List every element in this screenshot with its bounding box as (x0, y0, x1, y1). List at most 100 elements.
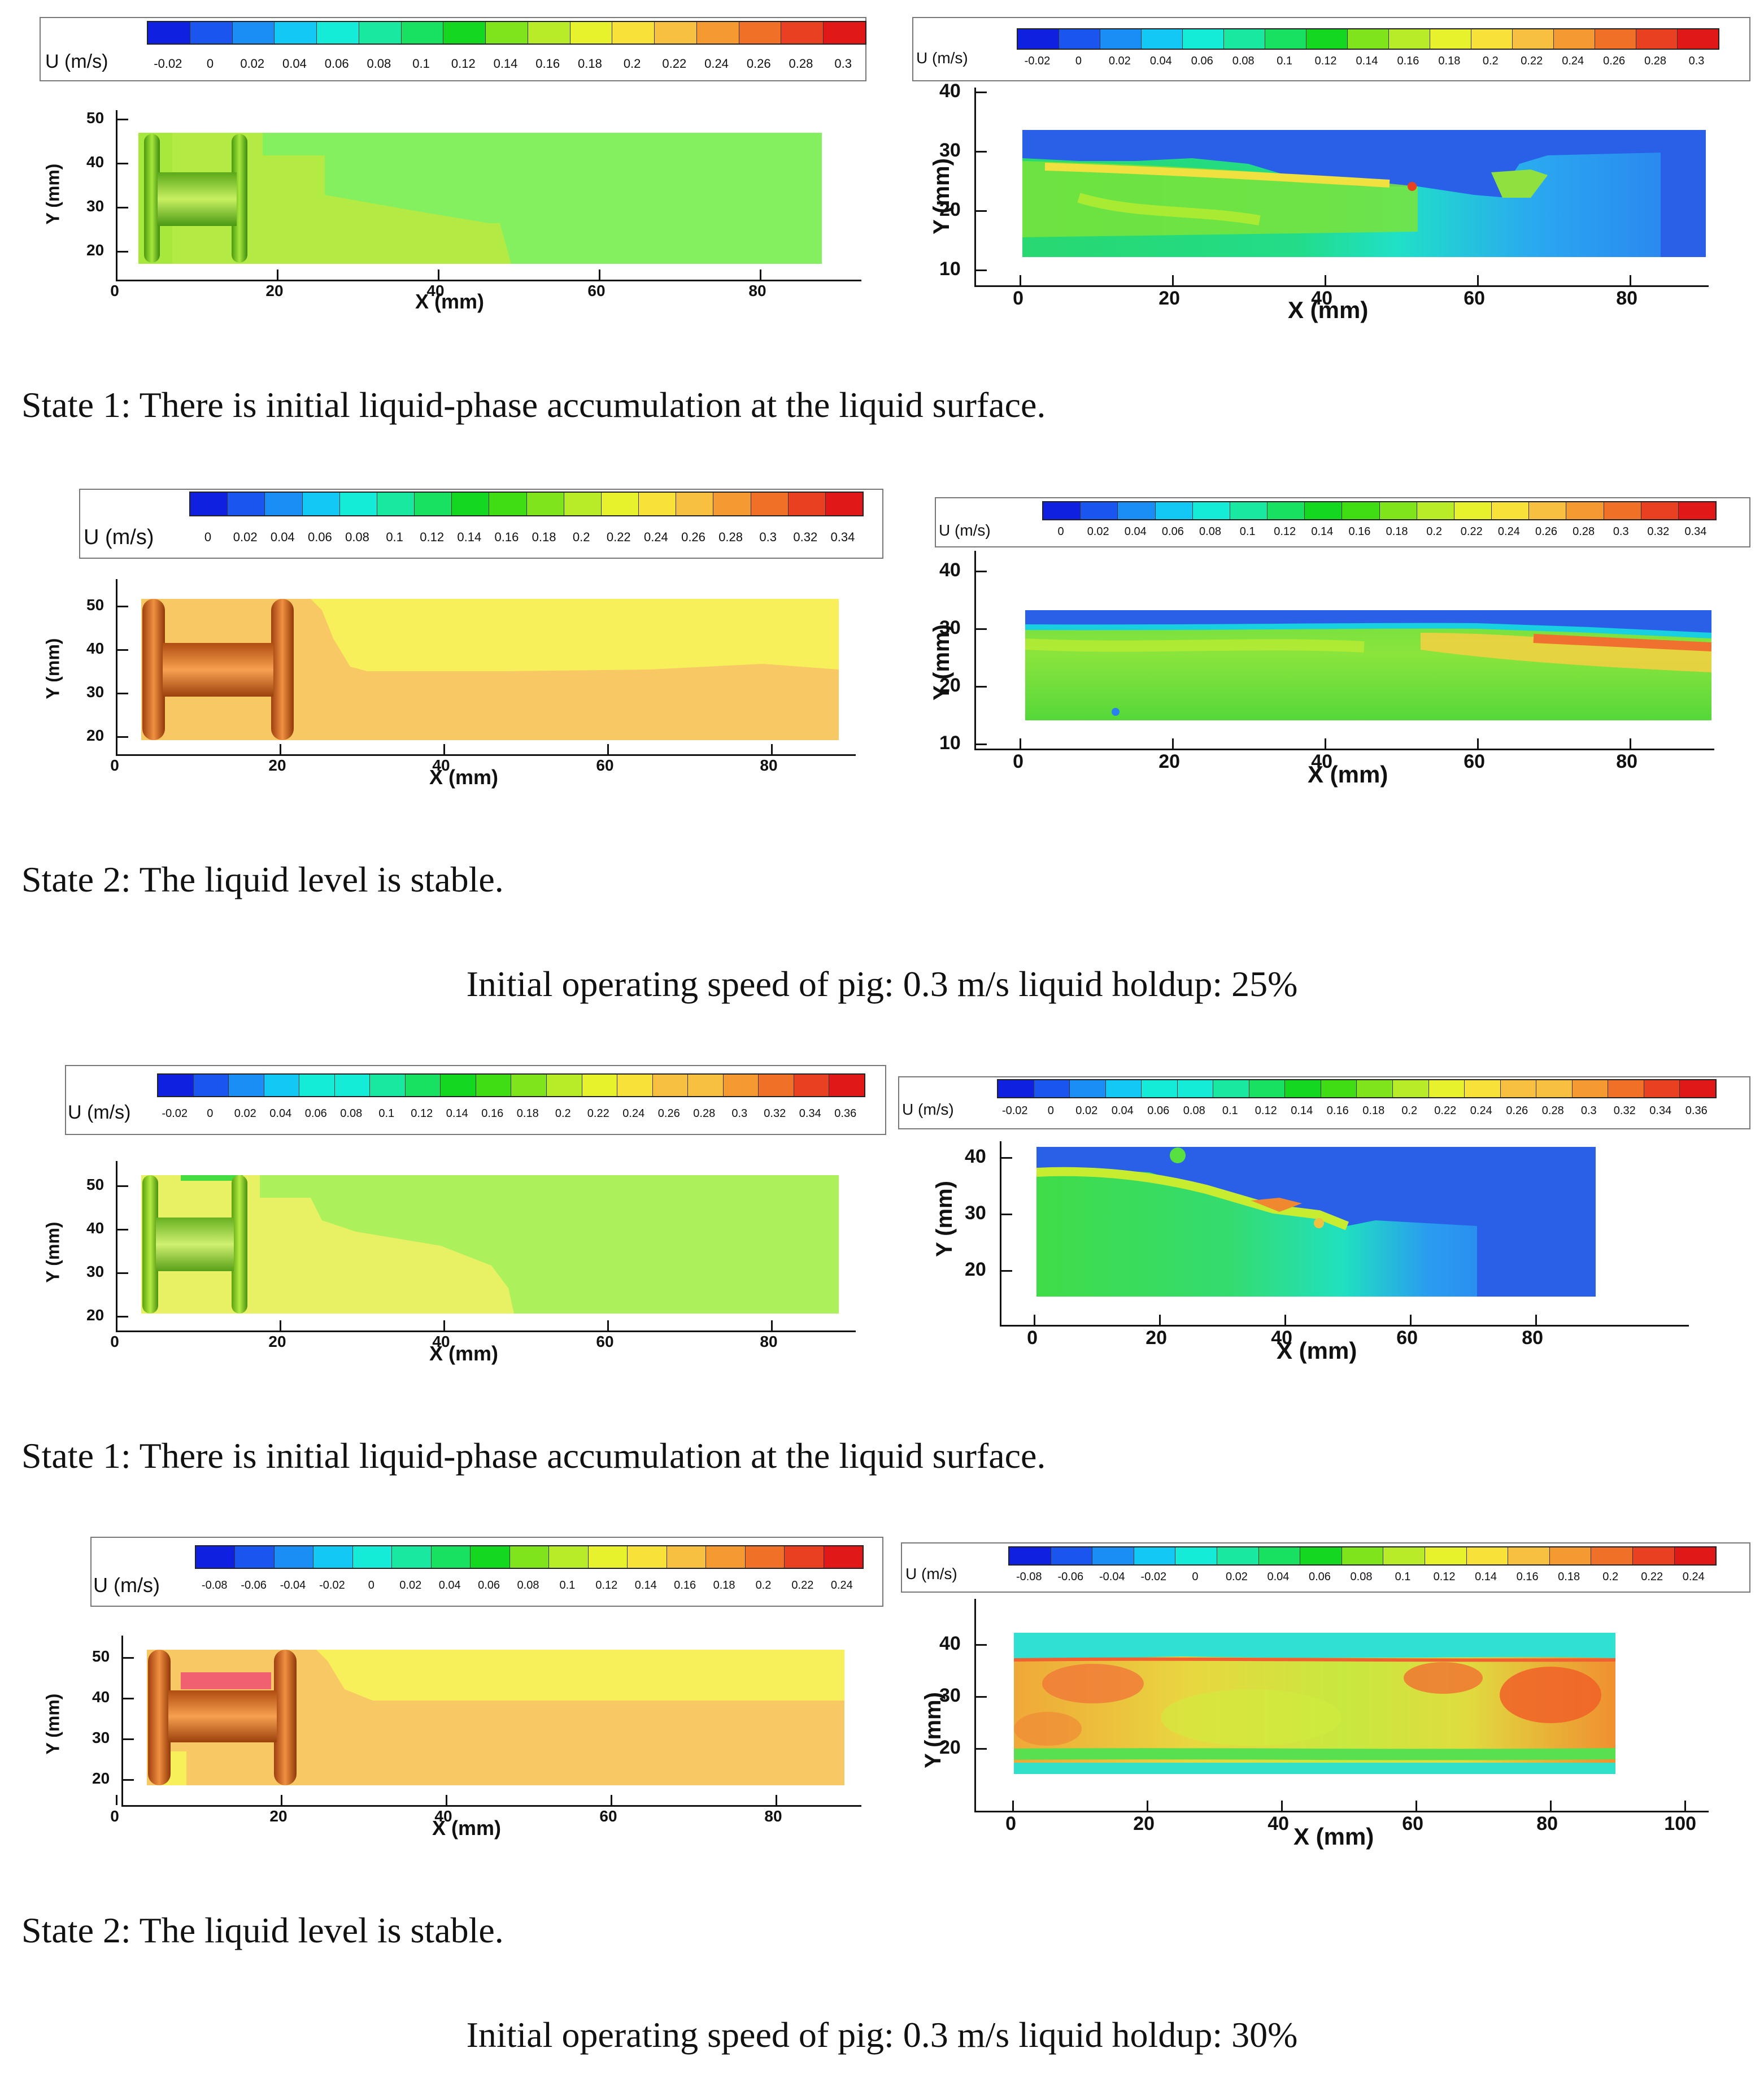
colorbar-swatch (1428, 1080, 1465, 1097)
x-tick-mark (1325, 275, 1326, 285)
colorbar-swatch (825, 493, 863, 515)
y-tick-label: 30 (86, 197, 104, 215)
colorbar-swatch (588, 1546, 628, 1568)
y-tick-mark (1000, 1214, 1012, 1215)
colorbar-tick-label: 0.34 (1684, 525, 1707, 538)
pig-icon (142, 599, 294, 740)
y-tick-mark (974, 269, 987, 271)
colorbar-swatch (1425, 1547, 1467, 1564)
colorbar-tick-label: 0.24 (622, 1107, 645, 1120)
colorbar-swatch (1134, 1547, 1176, 1564)
colorbar-swatch (274, 1546, 314, 1568)
colorbar-tick-label: 0.14 (493, 56, 518, 71)
colorbar-swatch (1217, 1547, 1259, 1564)
colorbar-tick-label: 0.18 (577, 56, 602, 71)
y-axis-label: Y (mm) (929, 158, 954, 234)
colorbar-tick-label: 0.24 (1562, 55, 1584, 67)
colorbar (1017, 28, 1719, 50)
colorbar-tick-label: -0.02 (1140, 1571, 1167, 1583)
colorbar-tick-label: 0.16 (535, 56, 560, 71)
x-tick-label: 60 (596, 1333, 614, 1350)
colorbar-tick-label: 0.12 (451, 56, 476, 71)
colorbar-tick-label: -0.02 (1001, 1105, 1028, 1117)
x-tick-label: 60 (1402, 1813, 1424, 1834)
colorbar-swatch (1034, 1080, 1070, 1097)
colorbar-tick-label: 0.1 (386, 530, 403, 544)
y-tick-label: 20 (86, 241, 104, 259)
y-axis-label: Y (mm) (931, 1181, 957, 1257)
x-tick-mark (1325, 738, 1326, 749)
colorbar-tick-label: 0 (204, 530, 212, 544)
x-axis (116, 754, 856, 756)
colorbar-tick-label: -0.06 (1057, 1571, 1084, 1583)
colorbar-tick-label: 0 (368, 1579, 374, 1592)
colorbar-swatch (1471, 29, 1513, 49)
y-tick-mark (116, 1316, 128, 1318)
x-tick-label: 0 (1013, 288, 1024, 309)
x-tick-label: 40 (1268, 1813, 1290, 1834)
x-tick-label: 80 (760, 756, 778, 774)
colorbar-tick-label: 0.06 (304, 1107, 327, 1120)
colorbar-tick-label: 0.22 (1434, 1105, 1457, 1117)
colorbar-tick-label: 0.16 (1326, 1105, 1349, 1117)
x-tick-label: 40 (1311, 288, 1333, 309)
x-axis-label: X (mm) (432, 1816, 502, 1840)
x-tick-label: 80 (1616, 751, 1638, 772)
colorbar-swatch (443, 22, 486, 44)
colorbar-swatch (1300, 1547, 1342, 1564)
colorbar-swatch (1678, 29, 1718, 49)
colorbar-tick-label: 0.06 (1191, 55, 1213, 67)
x-tick-label: 80 (764, 1807, 782, 1825)
colorbar-swatch (352, 1546, 393, 1568)
y-tick-mark (974, 1644, 987, 1646)
colorbar-swatch (1183, 29, 1224, 49)
colorbar-tick-label: 0 (207, 1107, 214, 1120)
x-tick-mark (1684, 1801, 1686, 1811)
colorbar-swatch (190, 493, 228, 515)
colorbar-tick-label: 0.1 (559, 1579, 576, 1592)
colorbar-swatch (788, 493, 826, 515)
x-tick-label: 0 (1005, 1813, 1017, 1834)
y-tick-mark (974, 151, 987, 153)
colorbar-tick-label: 0.04 (1149, 55, 1172, 67)
colorbar-swatch (489, 493, 527, 515)
colorbar (997, 1079, 1717, 1098)
colorbar-swatch (265, 493, 303, 515)
y-tick-label: 50 (92, 1647, 110, 1666)
x-tick-label: 80 (748, 282, 766, 299)
y-tick-mark (974, 686, 987, 688)
colorbar-swatch (1192, 502, 1230, 519)
colorbar-tick-label: 0.08 (1199, 525, 1221, 538)
colorbar-swatch (1508, 1547, 1550, 1564)
legend-unit-label: U (m/s) (68, 1102, 131, 1123)
y-tick-mark (116, 693, 128, 694)
x-tick-label: 0 (1027, 1327, 1038, 1349)
x-axis-label: X (mm) (1293, 1823, 1374, 1850)
colorbar-swatch (1142, 29, 1183, 49)
colorbar-swatch (431, 1546, 471, 1568)
colorbar-tick-label: 0.22 (587, 1107, 609, 1120)
colorbar-swatch (1417, 502, 1454, 519)
colorbar-swatch (1142, 1080, 1178, 1097)
y-axis (116, 579, 117, 754)
x-tick-mark (599, 269, 600, 280)
x-tick-mark (116, 744, 117, 754)
x-tick-label: 0 (110, 756, 119, 774)
colorbar-swatch (511, 1075, 547, 1096)
x-tick-mark (1159, 1315, 1161, 1325)
colorbar-tick-label: 0.04 (1124, 525, 1147, 538)
colorbar-swatch (1348, 29, 1389, 49)
colorbar-swatch (370, 1075, 406, 1096)
colorbar-tick-label: 0.02 (234, 1107, 256, 1120)
colorbar-tick-label: 0.1 (1222, 1105, 1238, 1117)
colorbar-swatch (1680, 1080, 1715, 1097)
colorbar-swatch (528, 22, 570, 44)
colorbar-tick-label: 0.12 (1255, 1105, 1277, 1117)
x-tick-mark (1012, 1801, 1014, 1811)
colorbar-tick-label: 0.32 (1647, 525, 1670, 538)
y-tick-label: 40 (939, 80, 961, 102)
y-tick-label: 40 (86, 1219, 104, 1237)
colorbar-swatch (1492, 502, 1530, 519)
colorbar-tick-label: 0.26 (681, 530, 705, 544)
colorbar-swatch (1213, 1080, 1249, 1097)
